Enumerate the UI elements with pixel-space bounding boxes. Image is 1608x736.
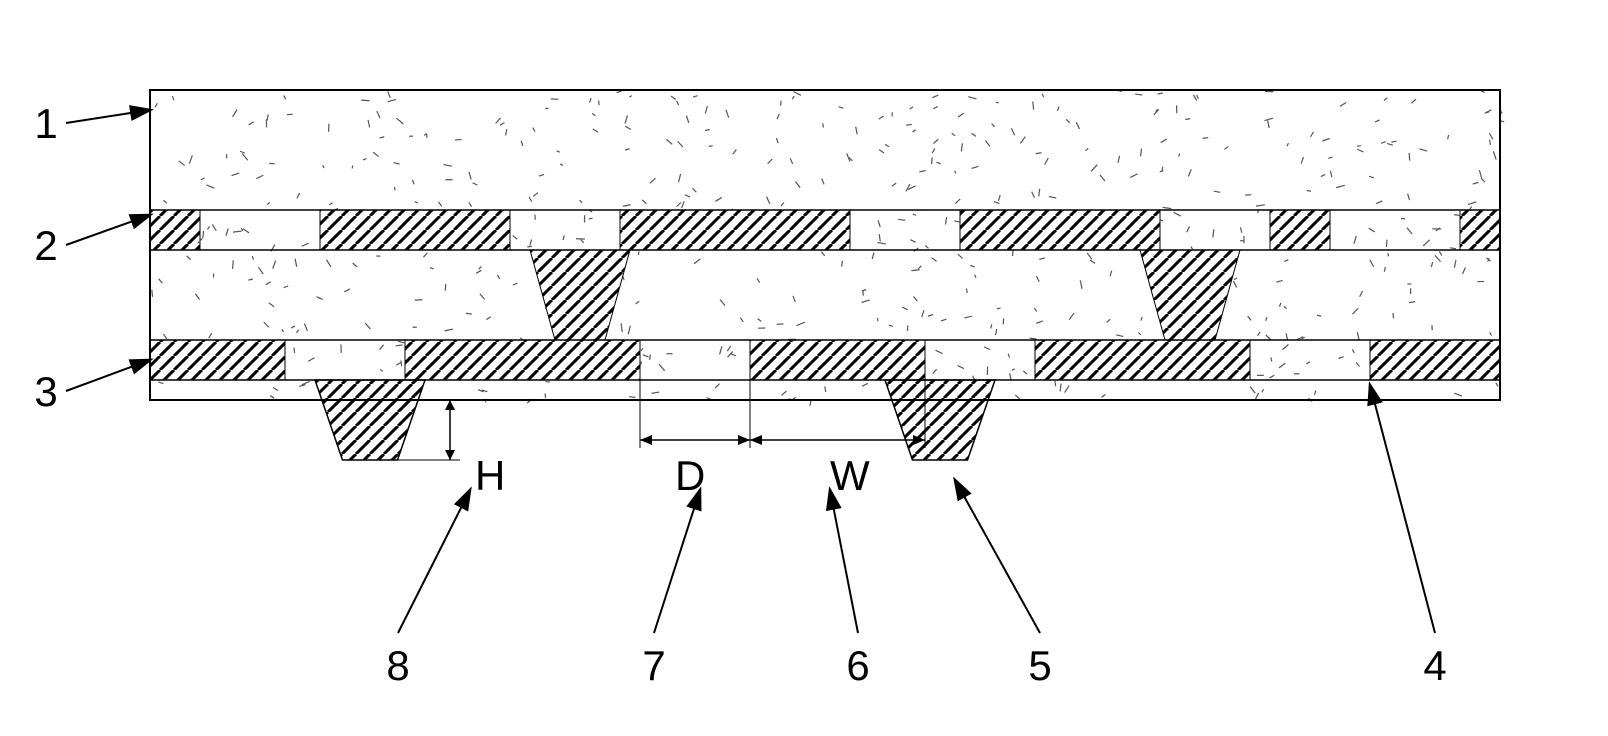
svg-text:6: 6 [846, 642, 869, 689]
svg-text:2: 2 [34, 222, 57, 269]
svg-text:H: H [475, 452, 505, 499]
svg-text:4: 4 [1423, 642, 1446, 689]
svg-text:8: 8 [386, 642, 409, 689]
cross-section-diagram: H D W 1 2 3 8 7 6 5 4 [20, 20, 1608, 716]
svg-text:7: 7 [642, 642, 665, 689]
svg-text:1: 1 [34, 100, 57, 147]
svg-text:W: W [830, 452, 870, 499]
svg-text:3: 3 [34, 368, 57, 415]
svg-text:5: 5 [1028, 642, 1051, 689]
svg-text:D: D [675, 452, 705, 499]
